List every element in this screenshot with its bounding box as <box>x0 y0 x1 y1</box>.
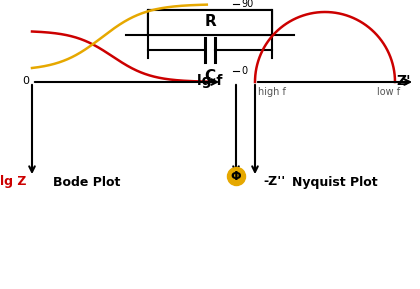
Text: lg f: lg f <box>197 74 223 88</box>
Text: Φ: Φ <box>231 170 241 182</box>
Text: low f: low f <box>377 87 400 97</box>
Text: lg Z: lg Z <box>0 175 26 188</box>
Text: Nyquist Plot: Nyquist Plot <box>292 176 378 189</box>
Text: 0: 0 <box>22 76 29 86</box>
Text: C: C <box>205 69 215 84</box>
Bar <box>148 10 272 35</box>
Text: high f: high f <box>258 87 286 97</box>
Text: Bode Plot: Bode Plot <box>53 176 121 189</box>
Text: -Z'': -Z'' <box>263 175 285 188</box>
Text: 90: 90 <box>241 0 253 9</box>
Text: R: R <box>204 14 216 29</box>
Text: Z': Z' <box>396 74 411 88</box>
Text: 0: 0 <box>241 66 247 76</box>
